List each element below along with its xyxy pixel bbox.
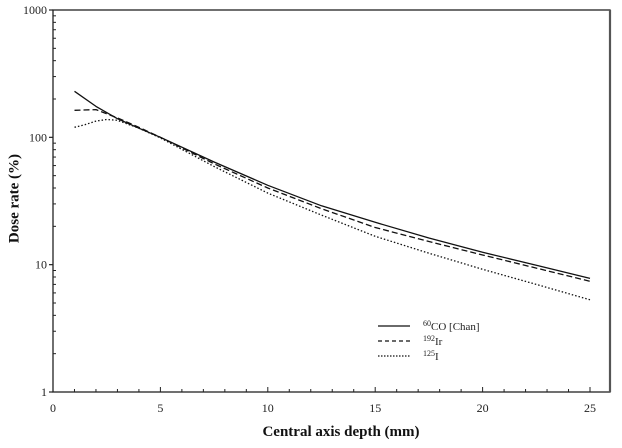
y-tick-label: 10 <box>35 258 47 272</box>
x-tick-label: 20 <box>477 401 489 415</box>
x-tick-label: 25 <box>584 401 596 415</box>
legend-label: 125I <box>423 349 439 363</box>
y-tick-label: 100 <box>29 130 47 144</box>
series-line-2 <box>74 118 591 301</box>
y-axis-label: Dose rate (%) <box>6 153 23 244</box>
x-axis-label: Central axis depth (mm) <box>262 424 420 440</box>
series-line-0 <box>74 90 591 280</box>
x-tick-label: 10 <box>262 401 274 415</box>
y-tick-label: 1000 <box>23 3 47 17</box>
legend-label: 60CO [Chan] <box>423 319 480 333</box>
x-tick-label: 5 <box>157 401 163 415</box>
x-tick-label: 15 <box>369 401 381 415</box>
y-tick-label: 1 <box>41 385 47 399</box>
plot-frame <box>52 9 611 393</box>
x-tick-label: 0 <box>50 401 56 415</box>
legend-label: 192Ir <box>423 334 443 348</box>
series-line-1 <box>74 108 591 282</box>
